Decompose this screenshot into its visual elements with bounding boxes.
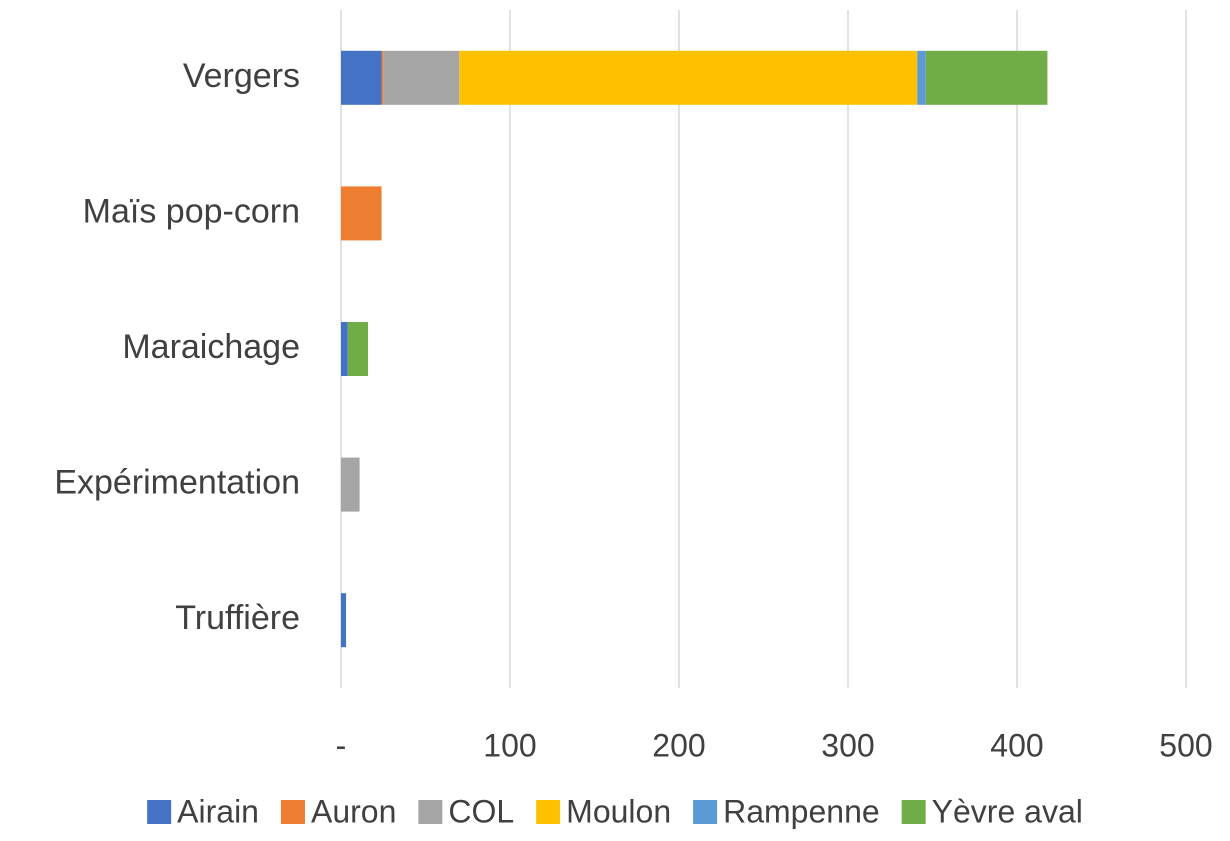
bar-segment [383, 50, 460, 105]
category-label: Truffière [175, 599, 300, 637]
legend-swatch [147, 800, 172, 824]
category-label: Vergers [183, 57, 300, 95]
x-tick-label: 200 [652, 727, 705, 763]
bar-segment [381, 50, 384, 105]
category-label: Expérimentation [54, 464, 300, 502]
category-label: Maïs pop-corn [83, 192, 300, 230]
x-tick-label: 300 [821, 727, 874, 763]
x-tick-label: 400 [990, 727, 1043, 763]
legend-label: Rampenne [723, 793, 880, 829]
bar-segment [341, 593, 347, 648]
bar-segment [347, 322, 369, 376]
legend-swatch [901, 800, 926, 824]
legend-label: Airain [177, 793, 259, 829]
category-label: Maraichage [122, 328, 300, 366]
legend-swatch [536, 800, 561, 824]
legend-swatch [693, 800, 718, 824]
legend-swatch [418, 800, 443, 824]
bar-segment [459, 50, 918, 105]
bar-segment [917, 50, 926, 105]
legend-label: Auron [311, 793, 396, 829]
bar-segment [341, 457, 360, 512]
bar-segment [925, 50, 1048, 105]
legend-label: Moulon [566, 793, 671, 829]
legend-label: Yèvre aval [932, 793, 1083, 829]
bar-segment [341, 50, 382, 105]
x-tick-label: 500 [1159, 727, 1212, 763]
legend-swatch [280, 800, 305, 824]
bar-segment [341, 186, 382, 241]
x-tick-label: 100 [483, 727, 536, 763]
legend-label: COL [448, 793, 514, 829]
bar-segment [341, 322, 348, 376]
x-tick-label: - [336, 727, 347, 763]
